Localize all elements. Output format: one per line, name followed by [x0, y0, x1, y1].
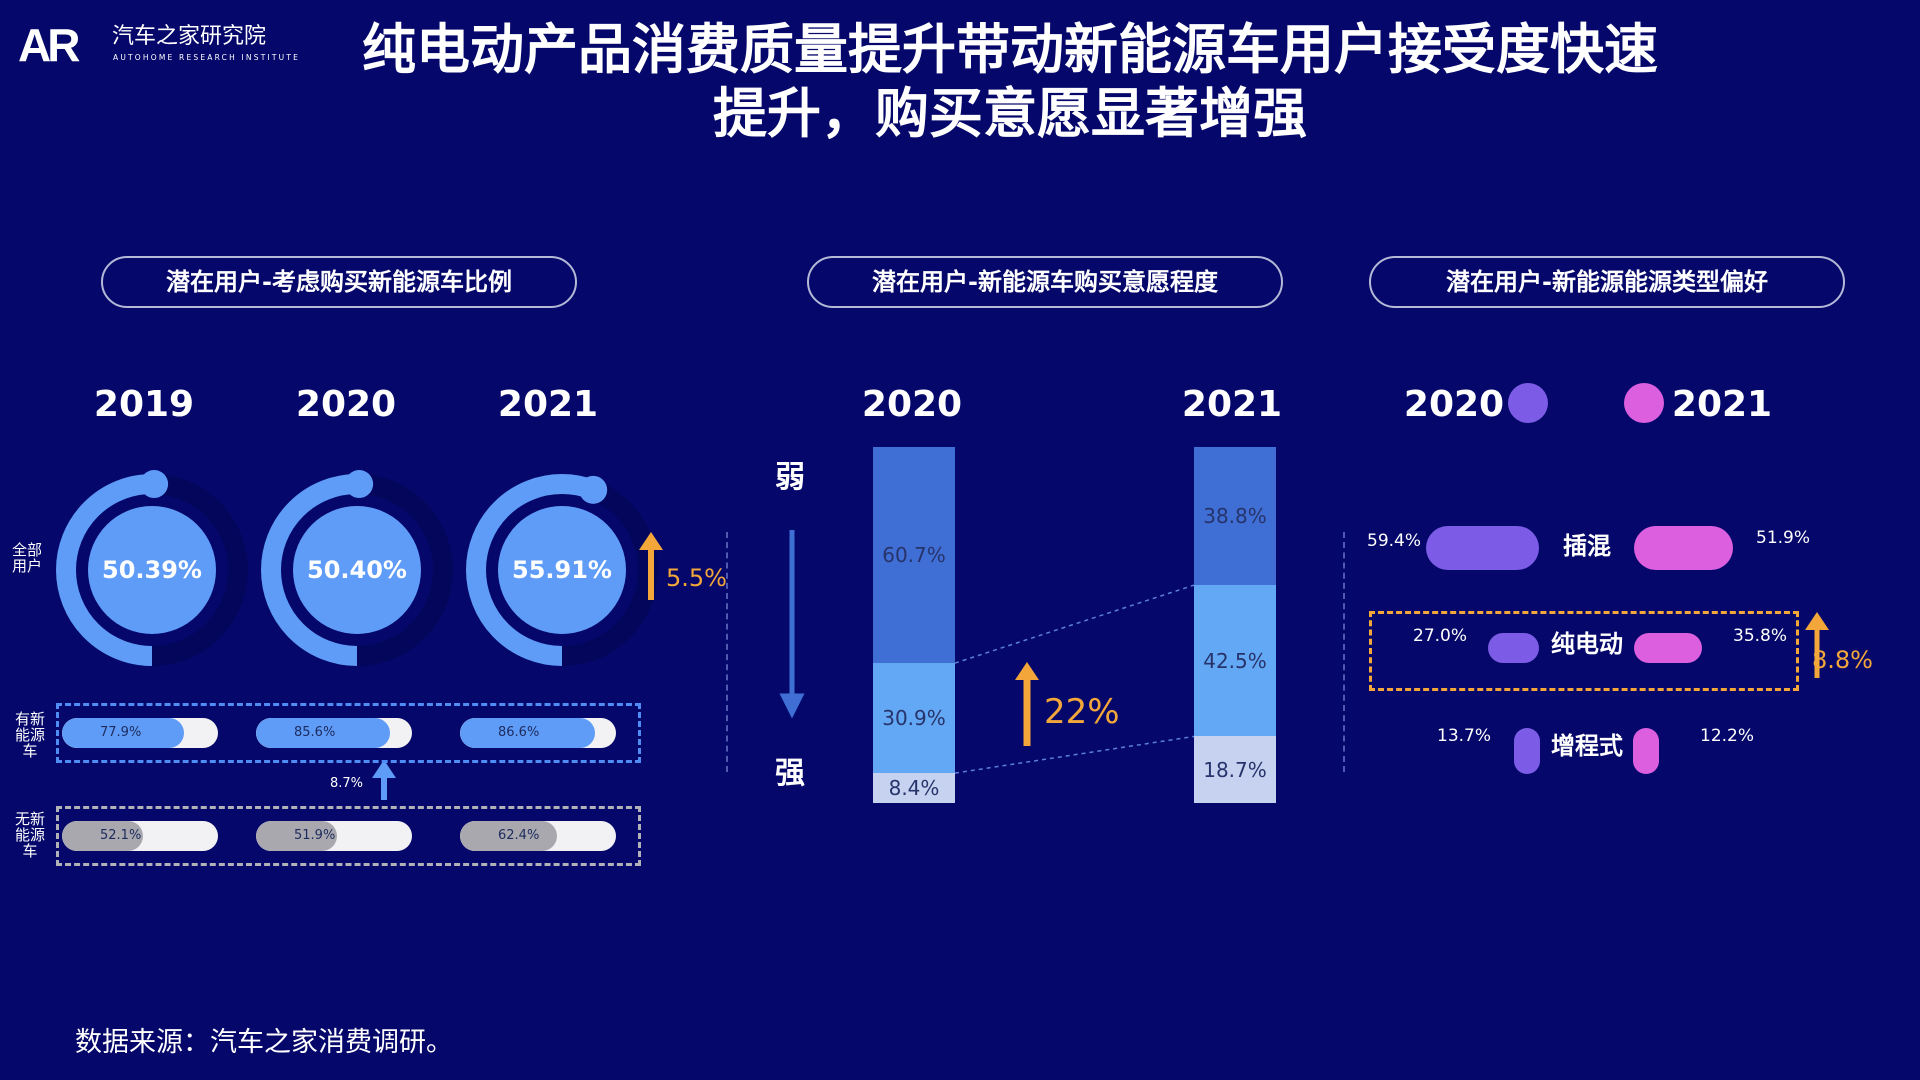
stack-segment: 38.8%	[1194, 447, 1276, 586]
right-increase-label: 8.8%	[1812, 646, 1873, 674]
gap-increase-arrow-head	[372, 760, 396, 778]
ring-core	[88, 506, 216, 634]
pref-label-phev: 插混	[1563, 532, 1611, 560]
section-title-right: 潜在用户-新能源能源类型偏好	[1369, 256, 1845, 308]
progress-track: 77.9%	[62, 718, 218, 748]
no-nev-box	[56, 806, 641, 866]
progress-track: 86.6%	[460, 718, 616, 748]
ring-knob	[579, 475, 608, 504]
progress-value: 86.6%	[498, 725, 540, 740]
section-title-middle: 潜在用户-新能源车购买意愿程度	[807, 256, 1283, 308]
stack-segment: 60.7%	[873, 447, 955, 664]
pref-label-bev: 纯电动	[1551, 630, 1623, 658]
pref-value-2021: 12.2%	[1700, 726, 1755, 746]
pref-pill-2020	[1514, 728, 1540, 774]
progress-fill	[256, 718, 390, 748]
legend-dot-2020	[1508, 383, 1548, 423]
section-title-left: 潜在用户-考虑购买新能源车比例	[101, 256, 577, 308]
pref-value-2021: 35.8%	[1733, 626, 1788, 646]
has-nev-box	[56, 703, 641, 763]
ring-core	[293, 506, 421, 634]
progress-value: 52.1%	[100, 828, 142, 843]
stack-connector	[954, 735, 1195, 774]
left-year-label: 2019	[93, 384, 195, 425]
pref-value-2020: 59.4%	[1367, 531, 1422, 551]
divider	[1343, 532, 1345, 772]
logo-english-name: AUTOHOME RESEARCH INSTITUTE	[113, 53, 301, 62]
divider	[726, 532, 728, 772]
logo-mark: AR	[18, 19, 80, 71]
data-source-note: 数据来源：汽车之家消费调研。	[75, 1027, 453, 1058]
row-label-all-users: 全部 用户	[11, 541, 42, 575]
pref-pill-2021	[1634, 633, 1703, 663]
progress-value: 51.9%	[294, 828, 336, 843]
pref-pill-2020	[1426, 526, 1539, 570]
right-increase-arrow-head	[1805, 612, 1829, 630]
ring-value: 55.91%	[512, 556, 612, 584]
left-year-label: 2020	[295, 384, 397, 425]
page-title-line-1: 纯电动产品消费质量提升带动新能源车用户接受度快速	[362, 18, 1658, 81]
legend-label-2021: 2021	[1671, 384, 1773, 425]
stack-segment: 30.9%	[873, 663, 955, 774]
middle-year-label: 2021	[1181, 384, 1283, 425]
pref-pill-2020	[1487, 633, 1539, 663]
bev-highlight-box	[1369, 611, 1799, 691]
page-title-line-2: 提升，购买意愿显著增强	[713, 82, 1307, 145]
legend-dot-2021	[1624, 383, 1664, 423]
progress-value: 62.4%	[498, 828, 540, 843]
ring-increase-label: 5.5%	[666, 564, 727, 592]
progress-track: 85.6%	[256, 718, 412, 748]
progress-fill	[460, 718, 596, 748]
ring-core	[498, 506, 626, 634]
stack-connector	[954, 584, 1195, 664]
progress-value: 77.9%	[100, 725, 142, 740]
ring-knob	[345, 470, 374, 499]
row-label-no-nev: 无新 能源 车	[14, 810, 45, 860]
legend-label-2020: 2020	[1403, 384, 1505, 425]
pref-pill-2021	[1633, 728, 1659, 774]
axis-label-weak: 弱	[775, 460, 805, 495]
ring-progress	[466, 474, 658, 666]
logo-chinese-name: 汽车之家研究院	[112, 24, 267, 49]
progress-fill	[256, 821, 337, 851]
progress-track: 52.1%	[62, 821, 218, 851]
left-year-label: 2021	[497, 384, 599, 425]
gap-increase-label: 8.7%	[330, 776, 364, 791]
logo: AR 汽车之家研究院 AUTOHOME RESEARCH INSTITUTE	[18, 22, 298, 72]
ring-increase-arrow-head	[639, 532, 663, 550]
progress-track: 62.4%	[460, 821, 616, 851]
pref-value-2020: 13.7%	[1437, 726, 1492, 746]
progress-value: 85.6%	[294, 725, 336, 740]
ring-value: 50.39%	[102, 556, 202, 584]
pref-value-2021: 51.9%	[1756, 528, 1811, 548]
stack-segment: 42.5%	[1194, 585, 1276, 737]
progress-fill	[62, 821, 144, 851]
ring-knob	[140, 470, 169, 499]
middle-year-label: 2020	[861, 384, 963, 425]
pref-pill-2021	[1634, 526, 1733, 570]
ring-value: 50.40%	[307, 556, 407, 584]
progress-track: 51.9%	[256, 821, 412, 851]
stack-segment: 18.7%	[1194, 736, 1276, 803]
pref-label-erev: 增程式	[1551, 732, 1623, 760]
progress-fill	[62, 718, 184, 748]
progress-fill	[460, 821, 558, 851]
row-label-has-nev: 有新 能源 车	[14, 710, 45, 760]
middle-increase-label: 22%	[1044, 692, 1120, 732]
axis-label-strong: 强	[775, 756, 805, 791]
page-title: 纯电动产品消费质量提升带动新能源车用户接受度快速 提升，购买意愿显著增强	[300, 18, 1720, 146]
middle-increase-arrow-head	[1015, 662, 1039, 680]
stack-segment: 8.4%	[873, 773, 955, 803]
pref-value-2020: 27.0%	[1413, 626, 1468, 646]
